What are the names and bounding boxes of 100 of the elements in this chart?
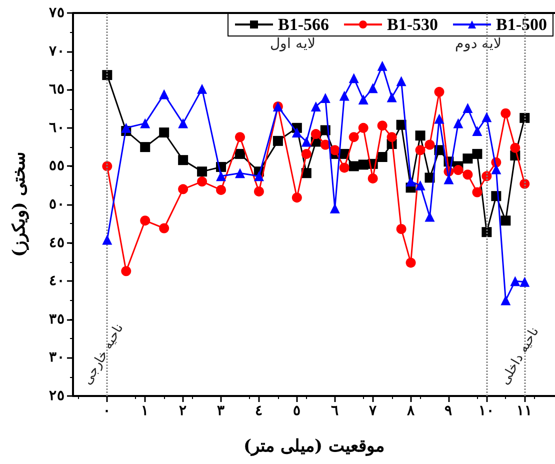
point xyxy=(500,216,511,226)
point xyxy=(453,165,464,176)
point xyxy=(377,60,388,71)
legend-label: B1-530 xyxy=(387,15,438,34)
annotation: لایه اول xyxy=(270,36,316,52)
point xyxy=(348,132,359,142)
point xyxy=(444,174,454,184)
point xyxy=(254,186,264,196)
point xyxy=(178,184,188,194)
point xyxy=(310,101,321,112)
point xyxy=(140,216,150,226)
point xyxy=(377,120,388,131)
y-tick-label: ٧٥ xyxy=(48,5,65,21)
y-tick-label: ٤٥ xyxy=(49,234,65,251)
point xyxy=(301,148,312,159)
x-tick-label: ٤ xyxy=(254,403,263,419)
point xyxy=(520,276,530,287)
point xyxy=(434,114,444,124)
x-tick-label: ٨ xyxy=(406,403,415,419)
y-tick-label: ٦٠ xyxy=(49,120,65,136)
point xyxy=(339,90,350,101)
y-tick-label: ٣٥ xyxy=(49,311,65,328)
x-tick-label: ٢ xyxy=(179,403,188,419)
point xyxy=(386,132,397,142)
annotation: لایه دوم xyxy=(455,36,502,52)
x-tick-label: ٩ xyxy=(444,403,453,419)
point xyxy=(254,171,264,182)
point xyxy=(462,102,473,113)
point xyxy=(415,130,426,141)
point xyxy=(358,94,368,105)
point xyxy=(234,168,245,178)
point xyxy=(434,86,444,97)
point xyxy=(462,154,473,164)
point xyxy=(140,142,150,152)
point xyxy=(159,127,170,138)
point xyxy=(472,187,482,198)
point xyxy=(520,112,530,123)
point xyxy=(234,148,245,159)
point xyxy=(197,176,208,187)
point xyxy=(462,170,473,180)
point xyxy=(510,142,520,153)
point xyxy=(482,227,492,238)
point xyxy=(453,118,464,128)
x-tick-label: ١٠ xyxy=(478,403,495,419)
point xyxy=(472,148,482,159)
point xyxy=(396,224,406,234)
point xyxy=(140,118,150,128)
y-tick-label: ٣٠ xyxy=(49,350,65,366)
point xyxy=(159,223,170,234)
legend-label: B1-500 xyxy=(496,15,547,34)
ref-line-label: ناحیه خارجی xyxy=(80,320,128,388)
point xyxy=(406,258,416,268)
point xyxy=(368,173,378,184)
point xyxy=(121,122,132,133)
point xyxy=(406,176,416,187)
point xyxy=(216,184,226,195)
point xyxy=(386,92,397,102)
legend-label: B1-566 xyxy=(278,15,329,34)
point xyxy=(358,160,368,170)
x-tick-label: ١ xyxy=(141,403,150,419)
x-tick-label: ٧ xyxy=(368,403,377,419)
point xyxy=(235,132,245,142)
point xyxy=(348,161,359,172)
point xyxy=(197,84,208,94)
point xyxy=(102,234,112,245)
point xyxy=(491,164,502,174)
point xyxy=(339,162,350,173)
point xyxy=(159,89,170,100)
point xyxy=(368,83,378,94)
x-tick-label: ٥ xyxy=(292,403,301,419)
point xyxy=(482,112,492,122)
point xyxy=(292,127,302,138)
y-axis-title: سختی (ویکرز) xyxy=(10,152,30,258)
x-axis-title: موقعیت (میلی متر) xyxy=(244,436,384,456)
point xyxy=(500,108,511,118)
point xyxy=(510,276,520,286)
point xyxy=(358,122,368,133)
y-tick-label: ٦٥ xyxy=(49,82,65,98)
point xyxy=(330,203,340,214)
point xyxy=(102,70,112,80)
point xyxy=(272,136,283,146)
x-tick-label: ٠ xyxy=(103,403,112,419)
point xyxy=(320,93,330,104)
point xyxy=(472,126,482,136)
point xyxy=(415,180,426,190)
point xyxy=(292,192,302,203)
x-tick-label: ٦ xyxy=(330,403,339,419)
y-tick-label: ٢٥ xyxy=(49,388,65,404)
point xyxy=(500,295,511,306)
y-tick-label: ٤٠ xyxy=(49,273,65,290)
point xyxy=(348,73,359,84)
point xyxy=(310,129,321,140)
point xyxy=(121,266,132,276)
point xyxy=(216,171,226,182)
y-tick-label: ٥٠ xyxy=(49,196,65,212)
y-tick-label: ٥٥ xyxy=(49,158,65,174)
x-tick-label: ١١ xyxy=(516,403,533,419)
point xyxy=(424,140,435,150)
point xyxy=(197,166,208,177)
point xyxy=(301,136,312,147)
